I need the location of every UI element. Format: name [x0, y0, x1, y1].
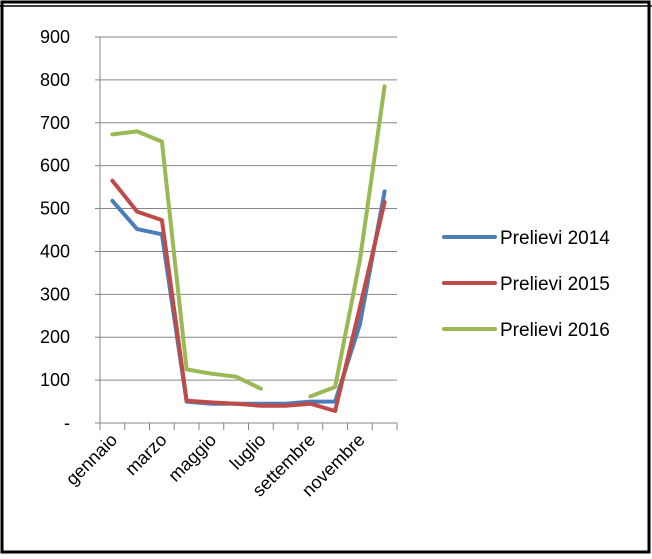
y-tick-label: 100 — [40, 370, 70, 390]
y-tick-label: 900 — [40, 27, 70, 47]
legend: Prelievi 2014 Prelievi 2015 Prelievi 2016 — [442, 228, 610, 341]
legend-label: Prelievi 2016 — [500, 320, 610, 341]
y-tick-label: 500 — [40, 199, 70, 219]
y-tick-label: - — [64, 413, 70, 433]
series-line-3 — [308, 84, 387, 399]
series-line-2 — [110, 178, 387, 413]
legend-label: Prelievi 2014 — [500, 228, 610, 249]
gridlines — [100, 36, 397, 381]
y-tick-label: 800 — [40, 70, 70, 90]
axes — [95, 36, 398, 430]
series-line-3 — [110, 129, 263, 391]
legend-label: Prelievi 2015 — [500, 274, 610, 295]
y-tick-label: 200 — [40, 327, 70, 347]
y-tick-label: 700 — [40, 113, 70, 133]
y-tick-label: 300 — [40, 284, 70, 304]
y-tick-label: 600 — [40, 156, 70, 176]
series-lines — [110, 84, 387, 413]
y-tick-label: 400 — [40, 241, 70, 261]
y-tick-labels: - 100 200 300 400 500 600 700 800 900 — [40, 27, 70, 433]
